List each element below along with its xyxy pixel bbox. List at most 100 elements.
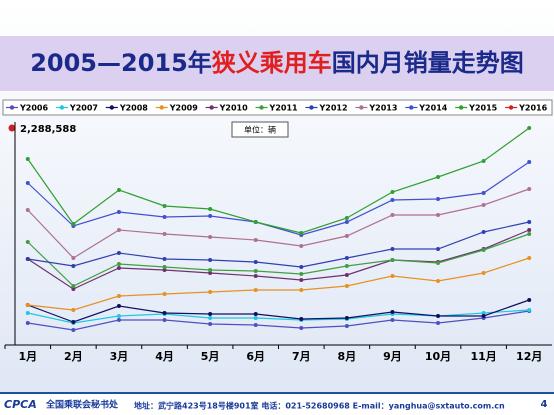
legend-label: Y2007 (69, 104, 98, 113)
data-point (481, 311, 486, 315)
data-point (25, 303, 30, 307)
data-point (208, 214, 213, 218)
data-point (253, 220, 258, 224)
data-point (253, 238, 258, 242)
data-point (208, 312, 213, 316)
data-point (299, 265, 304, 269)
data-point (208, 235, 213, 239)
x-tick-label: 11月 (470, 350, 496, 363)
data-point (162, 265, 167, 269)
legend-marker (159, 105, 164, 110)
legend-label: Y2014 (418, 104, 447, 113)
data-point (527, 220, 532, 224)
data-point (162, 215, 167, 219)
data-point (71, 320, 76, 324)
legend-label: Y2008 (119, 104, 148, 113)
series-line (27, 299, 530, 323)
series-line (27, 127, 530, 234)
data-point (390, 190, 395, 194)
data-point (436, 213, 441, 217)
data-point (162, 292, 167, 296)
data-point (481, 191, 486, 195)
data-point (208, 258, 213, 262)
data-point (208, 316, 213, 320)
data-point (208, 207, 213, 211)
annotation-dot (8, 124, 16, 132)
data-point (436, 321, 441, 325)
x-tick-label: 4月 (155, 350, 174, 363)
data-point (344, 256, 349, 260)
annotation: 2,288,588 (20, 124, 76, 135)
data-point (253, 312, 258, 316)
data-point (299, 288, 304, 292)
unit-label: 单位：辆 (244, 125, 276, 135)
data-point (71, 328, 76, 332)
x-tick-label: 3月 (110, 350, 129, 363)
data-point (344, 324, 349, 328)
data-point (527, 228, 532, 232)
data-point (344, 220, 349, 224)
data-point (116, 318, 121, 322)
data-point (527, 232, 532, 236)
data-point (390, 318, 395, 322)
legend-label: Y2012 (318, 104, 347, 113)
data-point (527, 308, 532, 312)
data-point (25, 181, 30, 185)
x-tick-label: 6月 (246, 350, 265, 363)
data-point (481, 271, 486, 275)
data-point (253, 316, 258, 320)
data-point (436, 197, 441, 201)
data-point (344, 234, 349, 238)
data-point (208, 322, 213, 326)
legend-label: Y2011 (269, 104, 298, 113)
data-point (390, 213, 395, 217)
data-point (253, 274, 258, 278)
data-point (71, 222, 76, 226)
x-tick-label: 10月 (425, 350, 451, 363)
legend-marker (59, 105, 65, 110)
data-point (25, 257, 30, 261)
data-point (390, 274, 395, 278)
data-point (25, 157, 30, 161)
data-point (116, 210, 121, 214)
data-point (116, 314, 121, 318)
data-point (299, 244, 304, 248)
x-tick-label: 12月 (516, 350, 542, 363)
series-line (27, 229, 530, 290)
data-point (299, 326, 304, 330)
series-line (27, 233, 530, 287)
data-point (253, 288, 258, 292)
x-tick-label: 2月 (64, 350, 83, 363)
footer-address: 地址：武宁路423号18号楼901室 电话：021-52680968 E-mai… (134, 401, 505, 411)
legend-label: Y2009 (169, 104, 198, 113)
data-point (25, 321, 30, 325)
data-point (299, 272, 304, 276)
data-point (208, 290, 213, 294)
chart-title: 2005—2015年狭义乘用车国内月销量走势图 (30, 49, 524, 77)
data-point (116, 294, 121, 298)
footer-logo: CPCA (4, 398, 37, 411)
data-point (162, 311, 167, 315)
data-point (116, 266, 121, 270)
data-point (71, 264, 76, 268)
series-line (27, 161, 530, 236)
data-point (344, 216, 349, 220)
x-tick-label: 9月 (383, 350, 402, 363)
legend-marker (359, 105, 364, 110)
data-point (71, 284, 76, 288)
x-tick-label: 1月 (18, 350, 37, 363)
data-point (344, 264, 349, 268)
data-point (25, 240, 30, 244)
data-point (253, 323, 258, 327)
legend-marker (109, 105, 115, 110)
data-point (344, 273, 349, 277)
legend-marker (508, 105, 514, 110)
title-part: 国内月销量走势图 (332, 49, 524, 77)
data-point (162, 318, 167, 322)
series-line (27, 188, 530, 259)
data-point (527, 256, 532, 260)
data-point (116, 228, 121, 232)
legend-marker (259, 105, 264, 110)
data-point (481, 248, 486, 252)
